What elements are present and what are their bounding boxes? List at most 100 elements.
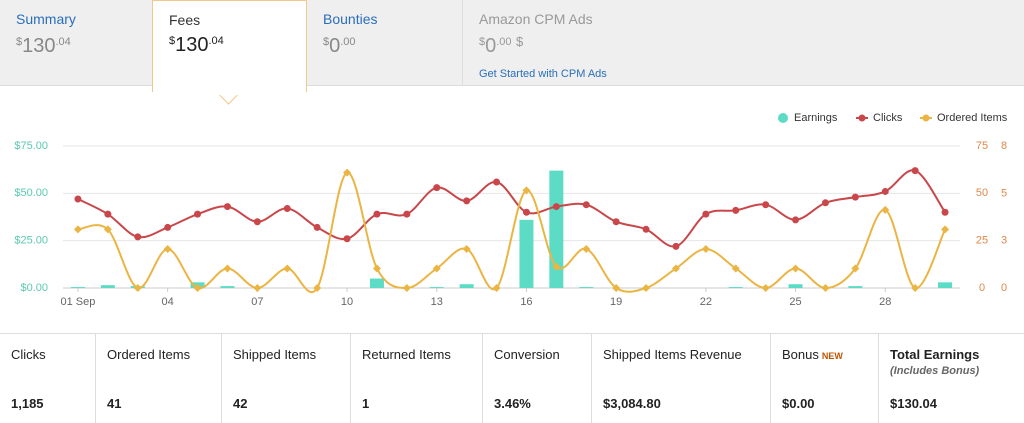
- point: [493, 178, 501, 186]
- point: [821, 284, 830, 292]
- point: [104, 210, 112, 218]
- point: [433, 184, 441, 192]
- point: [941, 225, 950, 234]
- point: [74, 195, 82, 203]
- point: [402, 284, 411, 292]
- bar: [100, 285, 115, 288]
- y-tick-label: $75.00: [14, 140, 48, 152]
- x-tick-label: 04: [162, 296, 174, 308]
- point: [761, 284, 770, 292]
- point: [432, 264, 441, 273]
- point: [133, 284, 142, 292]
- stat-note: (Includes Bonus): [890, 365, 980, 377]
- stat: Total Earnings (Includes Bonus) $130.04: [878, 334, 1024, 423]
- point: [792, 216, 800, 224]
- point: [821, 199, 829, 207]
- stat-value: $3,084.80: [603, 396, 661, 411]
- currency: $: [323, 36, 330, 48]
- stat-value: 1: [362, 396, 370, 411]
- point: [582, 201, 590, 209]
- bar: [70, 287, 85, 288]
- point: [702, 210, 710, 218]
- point: [731, 264, 740, 273]
- stat: Shipped Items 42: [221, 334, 350, 423]
- tab[interactable]: Amazon CPM Ads $0.00 $ Get Started with …: [462, 0, 1024, 86]
- currency: $: [169, 35, 176, 47]
- x-tick-label: 25: [789, 296, 801, 308]
- tab-label: Amazon CPM Ads: [479, 11, 593, 27]
- stat: Conversion 3.46%: [482, 334, 591, 423]
- stat-value: 42: [233, 396, 248, 411]
- fraction: .04: [55, 36, 71, 48]
- bar: [369, 278, 384, 288]
- y3-tick-label: 8: [1001, 140, 1007, 152]
- fraction: .04: [208, 35, 224, 47]
- x-tick-label: 22: [700, 296, 712, 308]
- point: [283, 204, 291, 212]
- point: [223, 203, 231, 211]
- line: [77, 171, 946, 293]
- whole: 130: [22, 35, 56, 57]
- point: [911, 167, 919, 175]
- suffix: $: [516, 34, 524, 49]
- stat: Shipped Items Revenue $3,084.80: [591, 334, 770, 423]
- stat-value: 41: [107, 396, 122, 411]
- legend-marker: [922, 114, 930, 122]
- y3-tick-label: 0: [1001, 282, 1007, 294]
- legend-marker: [858, 114, 866, 122]
- y2-tick-label: 50: [976, 187, 988, 199]
- whole: 130: [175, 34, 209, 56]
- whole: 0: [485, 35, 497, 57]
- point: [672, 242, 680, 250]
- legend-marker: [778, 113, 788, 123]
- x-tick-label: 16: [520, 296, 532, 308]
- legend-label: Clicks: [873, 112, 903, 124]
- stat-label: Shipped Items: [233, 347, 317, 362]
- legend-label: Ordered Items: [937, 112, 1008, 124]
- point: [73, 225, 82, 234]
- x-tick-label: 19: [610, 296, 622, 308]
- point: [791, 264, 800, 273]
- tab[interactable]: Summary $130.04: [0, 0, 152, 86]
- stat: Ordered Items 41: [95, 334, 221, 423]
- x-tick-label: 01 Sep: [61, 296, 96, 308]
- stats-bar: Clicks 1,185 Ordered Items 41 Shipped Items 4…: [0, 333, 1024, 423]
- y2-tick-label: 25: [976, 235, 988, 247]
- stat-label: Bonus: [782, 347, 819, 362]
- stat-label: Ordered Items: [107, 347, 191, 362]
- point: [582, 244, 591, 253]
- point: [701, 244, 710, 253]
- point: [552, 203, 560, 211]
- tab[interactable]: Bounties $0.00: [307, 0, 462, 86]
- point: [671, 264, 680, 273]
- point: [253, 284, 262, 292]
- x-tick-label: 10: [341, 296, 353, 308]
- stat-label: Conversion: [494, 347, 560, 362]
- fraction: .00: [496, 36, 512, 48]
- point: [343, 168, 352, 177]
- point: [881, 187, 889, 195]
- point: [373, 210, 381, 218]
- tab-active[interactable]: Fees $130.04: [152, 0, 307, 92]
- point: [343, 235, 351, 243]
- stat-label: Total Earnings: [890, 347, 980, 362]
- point: [403, 210, 411, 218]
- y3-tick-label: 3: [1001, 235, 1007, 247]
- currency: $: [479, 36, 486, 48]
- stat-value: $130.04: [890, 396, 937, 411]
- tab-bar: Summary $130.04 Fees $130.04 Bounties $0…: [0, 0, 1024, 92]
- y3-tick-label: 5: [1001, 187, 1007, 199]
- link[interactable]: Get Started with CPM Ads: [479, 68, 607, 80]
- tab-amount: $0.00 $: [479, 34, 1024, 58]
- stat: Bonus NEW $0.00: [770, 334, 878, 423]
- chart: $0.00 $25.00 $50.00 $75.00 0 25 50 75 0 3 5 8 01 Sep…: [14, 112, 1008, 308]
- tab-label: Summary: [16, 11, 76, 27]
- bar: [848, 286, 863, 288]
- point: [193, 284, 202, 292]
- bar: [519, 219, 534, 288]
- point: [134, 233, 142, 241]
- stat-value: $0.00: [782, 396, 815, 411]
- point: [223, 264, 232, 273]
- tab-label: Fees: [169, 12, 201, 28]
